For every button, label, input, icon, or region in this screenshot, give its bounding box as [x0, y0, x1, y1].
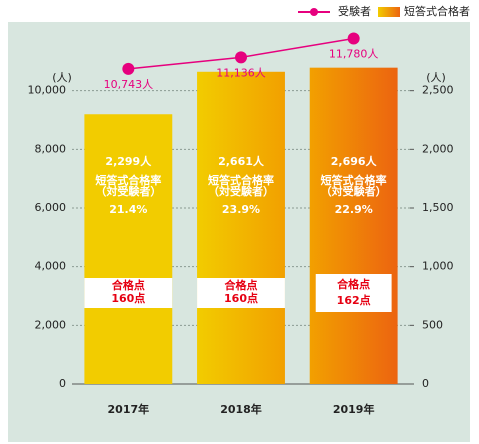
bar [197, 71, 285, 384]
bar-value-label: 2,661人 [218, 154, 265, 168]
y2-tick-label: 1,500 [422, 201, 454, 214]
y-tick-label: 2,000 [35, 318, 67, 331]
line-value-label: 10,743人 [104, 78, 154, 91]
rate-sublabel: （対受験者） [208, 184, 274, 198]
score-box [197, 278, 285, 308]
y2-tick-label: 1,000 [422, 260, 454, 273]
bar-value-label: 2,696人 [331, 154, 378, 168]
y-tick-label: 8,000 [35, 142, 67, 155]
bar [84, 114, 173, 384]
rate-label: 短答式合格率 [95, 173, 161, 187]
line-marker [122, 62, 135, 75]
bar [309, 67, 398, 384]
x-tick-label: 2019年 [333, 402, 375, 416]
score-label: 合格点 [112, 278, 145, 292]
y2-tick-label: 2,500 [422, 84, 454, 97]
rate-value: 21.4% [109, 203, 147, 216]
y-tick-label: 0 [59, 377, 66, 390]
score-label: 合格点 [225, 278, 258, 292]
line-marker [347, 32, 360, 45]
y-tick-label: 4,000 [35, 260, 67, 273]
rate-sublabel: （対受験者） [95, 184, 161, 198]
y-unit: (人) [52, 71, 72, 84]
line-value-label: 11,136人 [216, 66, 266, 79]
score-box [84, 278, 173, 308]
legend-swatch [378, 7, 400, 17]
rate-label: 短答式合格率 [321, 173, 387, 187]
bar-value-label: 2,299人 [105, 154, 152, 168]
score-value: 160点 [111, 291, 145, 305]
y2-tick-label: 0 [422, 377, 429, 390]
y2-unit: (人) [426, 71, 446, 84]
y-tick-label: 10,000 [28, 84, 67, 97]
legend-label: 受験者 [338, 4, 371, 18]
x-tick-label: 2017年 [108, 402, 150, 416]
legend-label: 短答式合格者 [404, 4, 470, 18]
legend-marker [310, 8, 318, 16]
rate-value: 23.9% [222, 203, 260, 216]
y2-tick-label: 2,000 [422, 142, 454, 155]
score-value: 162点 [337, 293, 371, 307]
rate-value: 22.9% [335, 203, 373, 216]
x-tick-label: 2018年 [220, 402, 262, 416]
line-value-label: 11,780人 [329, 47, 379, 60]
line-marker [235, 51, 247, 64]
y-tick-label: 6,000 [35, 201, 67, 214]
rate-sublabel: （対受験者） [321, 184, 387, 198]
y2-tick-label: 500 [422, 318, 443, 331]
score-label: 合格点 [337, 277, 370, 291]
score-value: 160点 [224, 291, 258, 305]
score-box [315, 274, 392, 312]
rate-label: 短答式合格率 [208, 173, 274, 187]
